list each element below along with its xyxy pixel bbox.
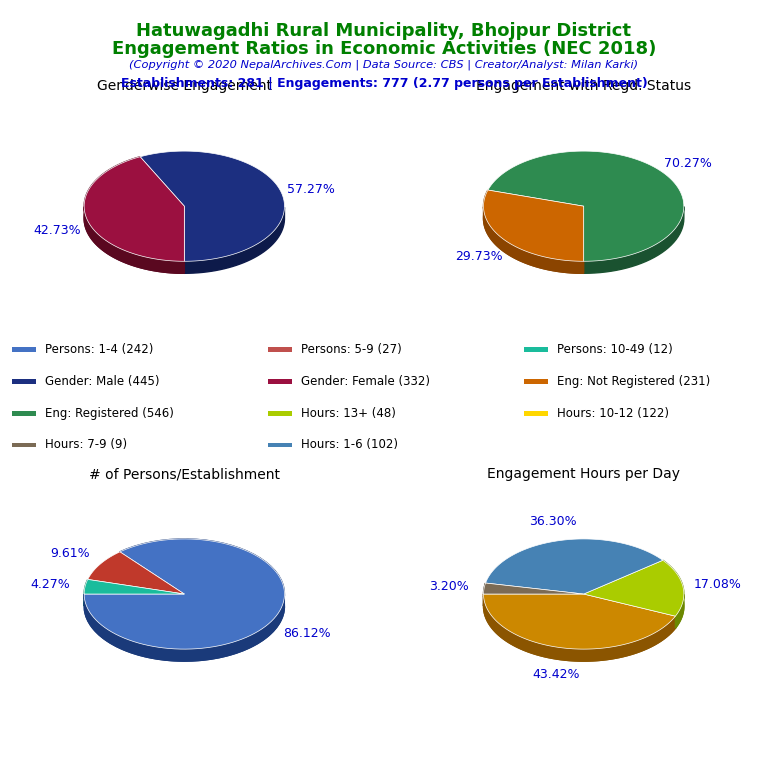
FancyBboxPatch shape	[267, 379, 292, 384]
Polygon shape	[488, 151, 684, 261]
Text: 4.27%: 4.27%	[31, 578, 70, 591]
Text: Establishments: 281 | Engagements: 777 (2.77 persons per Establishment): Establishments: 281 | Engagements: 777 (…	[121, 77, 647, 90]
Polygon shape	[484, 583, 485, 606]
Text: Persons: 10-49 (12): Persons: 10-49 (12)	[558, 343, 673, 356]
Text: (Copyright © 2020 NepalArchives.Com | Data Source: CBS | Creator/Analyst: Milan : (Copyright © 2020 NepalArchives.Com | Da…	[130, 60, 638, 71]
FancyBboxPatch shape	[12, 411, 36, 415]
Text: Hours: 13+ (48): Hours: 13+ (48)	[301, 407, 396, 420]
Text: Gender: Male (445): Gender: Male (445)	[45, 375, 160, 388]
Polygon shape	[84, 579, 88, 606]
Text: 36.30%: 36.30%	[529, 515, 577, 528]
FancyBboxPatch shape	[267, 411, 292, 415]
Polygon shape	[485, 539, 663, 594]
FancyBboxPatch shape	[12, 442, 36, 448]
FancyBboxPatch shape	[524, 411, 548, 415]
Polygon shape	[584, 561, 684, 616]
Polygon shape	[84, 207, 184, 273]
Polygon shape	[184, 207, 284, 273]
Polygon shape	[84, 598, 284, 661]
Text: Eng: Not Registered (231): Eng: Not Registered (231)	[558, 375, 710, 388]
Text: 17.08%: 17.08%	[694, 578, 742, 591]
Polygon shape	[84, 539, 284, 661]
Polygon shape	[484, 207, 584, 273]
Title: Engagement with Regd. Status: Engagement with Regd. Status	[476, 79, 691, 94]
Polygon shape	[584, 207, 684, 273]
Polygon shape	[675, 594, 684, 628]
FancyBboxPatch shape	[524, 347, 548, 353]
Polygon shape	[484, 594, 675, 661]
Text: 9.61%: 9.61%	[51, 548, 91, 561]
Text: Persons: 5-9 (27): Persons: 5-9 (27)	[301, 343, 402, 356]
Text: Hours: 1-6 (102): Hours: 1-6 (102)	[301, 439, 399, 452]
Text: Hatuwagadhi Rural Municipality, Bhojpur District: Hatuwagadhi Rural Municipality, Bhojpur …	[137, 22, 631, 39]
Text: Hours: 7-9 (9): Hours: 7-9 (9)	[45, 439, 127, 452]
Text: 70.27%: 70.27%	[664, 157, 712, 170]
FancyBboxPatch shape	[12, 347, 36, 353]
FancyBboxPatch shape	[12, 379, 36, 384]
Text: Gender: Female (332): Gender: Female (332)	[301, 375, 430, 388]
FancyBboxPatch shape	[267, 442, 292, 448]
Text: 3.20%: 3.20%	[429, 580, 469, 593]
Text: 57.27%: 57.27%	[287, 184, 335, 197]
FancyBboxPatch shape	[524, 379, 548, 384]
Polygon shape	[484, 583, 584, 594]
Text: 29.73%: 29.73%	[455, 250, 503, 263]
Text: 43.42%: 43.42%	[532, 668, 580, 681]
Polygon shape	[663, 561, 684, 628]
Text: Eng: Registered (546): Eng: Registered (546)	[45, 407, 174, 420]
Polygon shape	[484, 190, 584, 273]
Polygon shape	[484, 596, 675, 661]
Title: Genderwise Engagement: Genderwise Engagement	[97, 79, 272, 94]
Polygon shape	[84, 539, 284, 649]
Polygon shape	[84, 157, 184, 273]
Text: Engagement Ratios in Economic Activities (NEC 2018): Engagement Ratios in Economic Activities…	[112, 40, 656, 58]
Polygon shape	[88, 552, 184, 594]
Text: Hours: 10-12 (122): Hours: 10-12 (122)	[558, 407, 669, 420]
FancyBboxPatch shape	[267, 347, 292, 353]
Polygon shape	[140, 151, 284, 261]
Title: # of Persons/Establishment: # of Persons/Establishment	[89, 467, 280, 482]
Text: 86.12%: 86.12%	[283, 627, 331, 640]
Text: Persons: 1-4 (242): Persons: 1-4 (242)	[45, 343, 154, 356]
Polygon shape	[84, 157, 184, 261]
Polygon shape	[84, 579, 184, 594]
Text: 42.73%: 42.73%	[34, 224, 81, 237]
Polygon shape	[484, 190, 584, 261]
Polygon shape	[484, 594, 675, 649]
Title: Engagement Hours per Day: Engagement Hours per Day	[487, 467, 680, 482]
